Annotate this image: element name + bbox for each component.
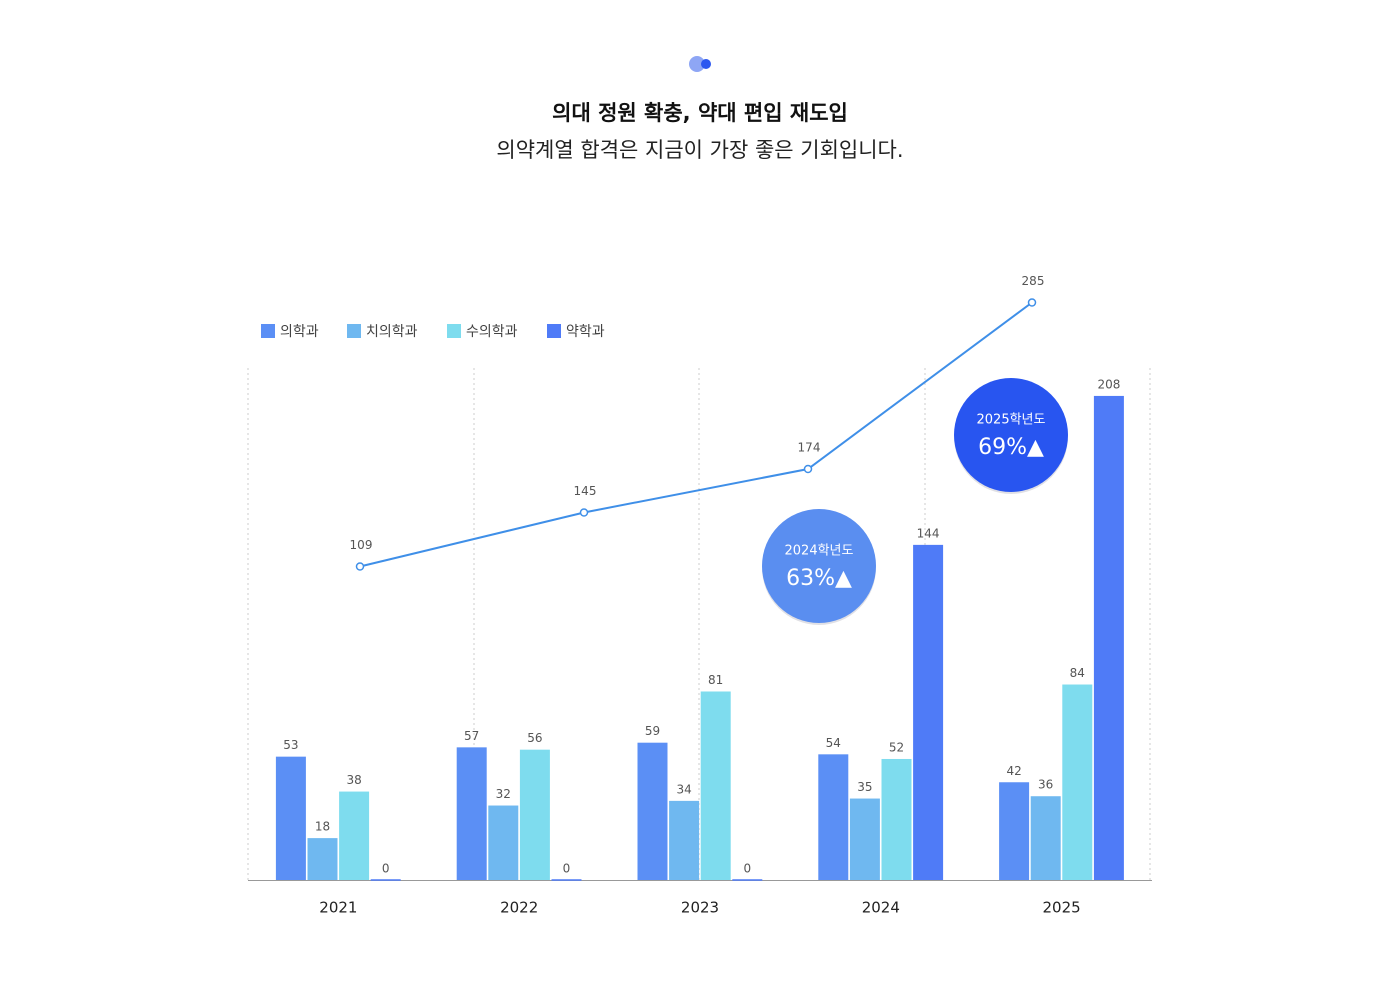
data-label: 34: [676, 782, 691, 796]
data-label: 32: [496, 787, 511, 801]
bar: [519, 749, 550, 880]
chart-subtitle: 의약계열 합격은 지금이 가장 좋은 기회입니다.: [496, 138, 903, 162]
data-label: 53: [283, 738, 298, 752]
data-label: 38: [346, 773, 361, 787]
bar: [732, 879, 763, 881]
legend-swatch: [547, 324, 561, 338]
data-label: 285: [1022, 274, 1045, 288]
data-label: 109: [350, 538, 373, 552]
annotation-title: 2024학년도: [785, 544, 854, 559]
line-point: [803, 464, 813, 474]
annotation-title: 2025학년도: [977, 413, 1046, 428]
bar: [999, 782, 1030, 880]
data-label: 35: [857, 780, 872, 794]
x-tick-label: 2022: [500, 899, 538, 917]
data-label: 54: [826, 736, 841, 750]
line-point: [355, 562, 365, 571]
bar: [370, 879, 401, 881]
bar: [913, 544, 944, 880]
data-label: 52: [889, 740, 904, 754]
legend-label: 의학과: [280, 324, 319, 340]
x-tick-label: 2023: [681, 899, 719, 917]
legend-swatch: [347, 324, 361, 338]
data-label: 174: [798, 441, 821, 455]
data-label: 42: [1006, 764, 1021, 778]
bar: [307, 838, 338, 880]
bar: [275, 756, 306, 880]
total-line: [359, 301, 1033, 568]
data-label: 145: [574, 484, 597, 498]
legend-label: 약학과: [566, 324, 605, 340]
bar: [1030, 796, 1061, 880]
logo-dot: [689, 56, 705, 72]
bar: [1093, 395, 1124, 880]
data-label: 84: [1070, 666, 1085, 680]
bar: [339, 791, 370, 880]
data-label: 57: [464, 729, 479, 743]
legend-label: 수의학과: [466, 324, 518, 340]
line-point: [579, 508, 589, 517]
bar: [637, 742, 668, 880]
data-label: 144: [917, 526, 940, 540]
legend-label: 치의학과: [366, 324, 418, 340]
x-tick-label: 2021: [319, 899, 357, 917]
data-label: 0: [563, 862, 571, 876]
bar: [700, 691, 731, 880]
bar: [488, 805, 519, 880]
x-tick-label: 2024: [862, 899, 900, 917]
annotation-text: 69%▲: [978, 435, 1044, 460]
bar: [881, 758, 912, 880]
data-label: 0: [382, 862, 390, 876]
data-label: 59: [645, 724, 660, 738]
annotation-text: 63%▲: [786, 566, 852, 591]
bar: [849, 798, 880, 880]
data-label: 18: [315, 820, 330, 834]
data-label: 208: [1097, 377, 1120, 391]
logo-dot: [701, 59, 711, 69]
legend-swatch: [261, 324, 275, 338]
bar: [551, 879, 582, 881]
chart-title: 의대 정원 확충, 약대 편입 재도입: [552, 101, 848, 125]
data-label: 0: [743, 862, 751, 876]
bar: [818, 754, 849, 880]
bar: [456, 747, 487, 880]
data-label: 56: [527, 731, 542, 745]
legend-swatch: [447, 324, 461, 338]
bar: [1062, 684, 1093, 880]
bar: [669, 800, 700, 880]
data-label: 81: [708, 673, 723, 687]
x-tick-label: 2025: [1043, 899, 1081, 917]
data-label: 36: [1038, 778, 1053, 792]
annotation-bubble: [762, 509, 876, 623]
line-point: [1027, 298, 1037, 307]
annotation-bubble: [954, 378, 1068, 492]
